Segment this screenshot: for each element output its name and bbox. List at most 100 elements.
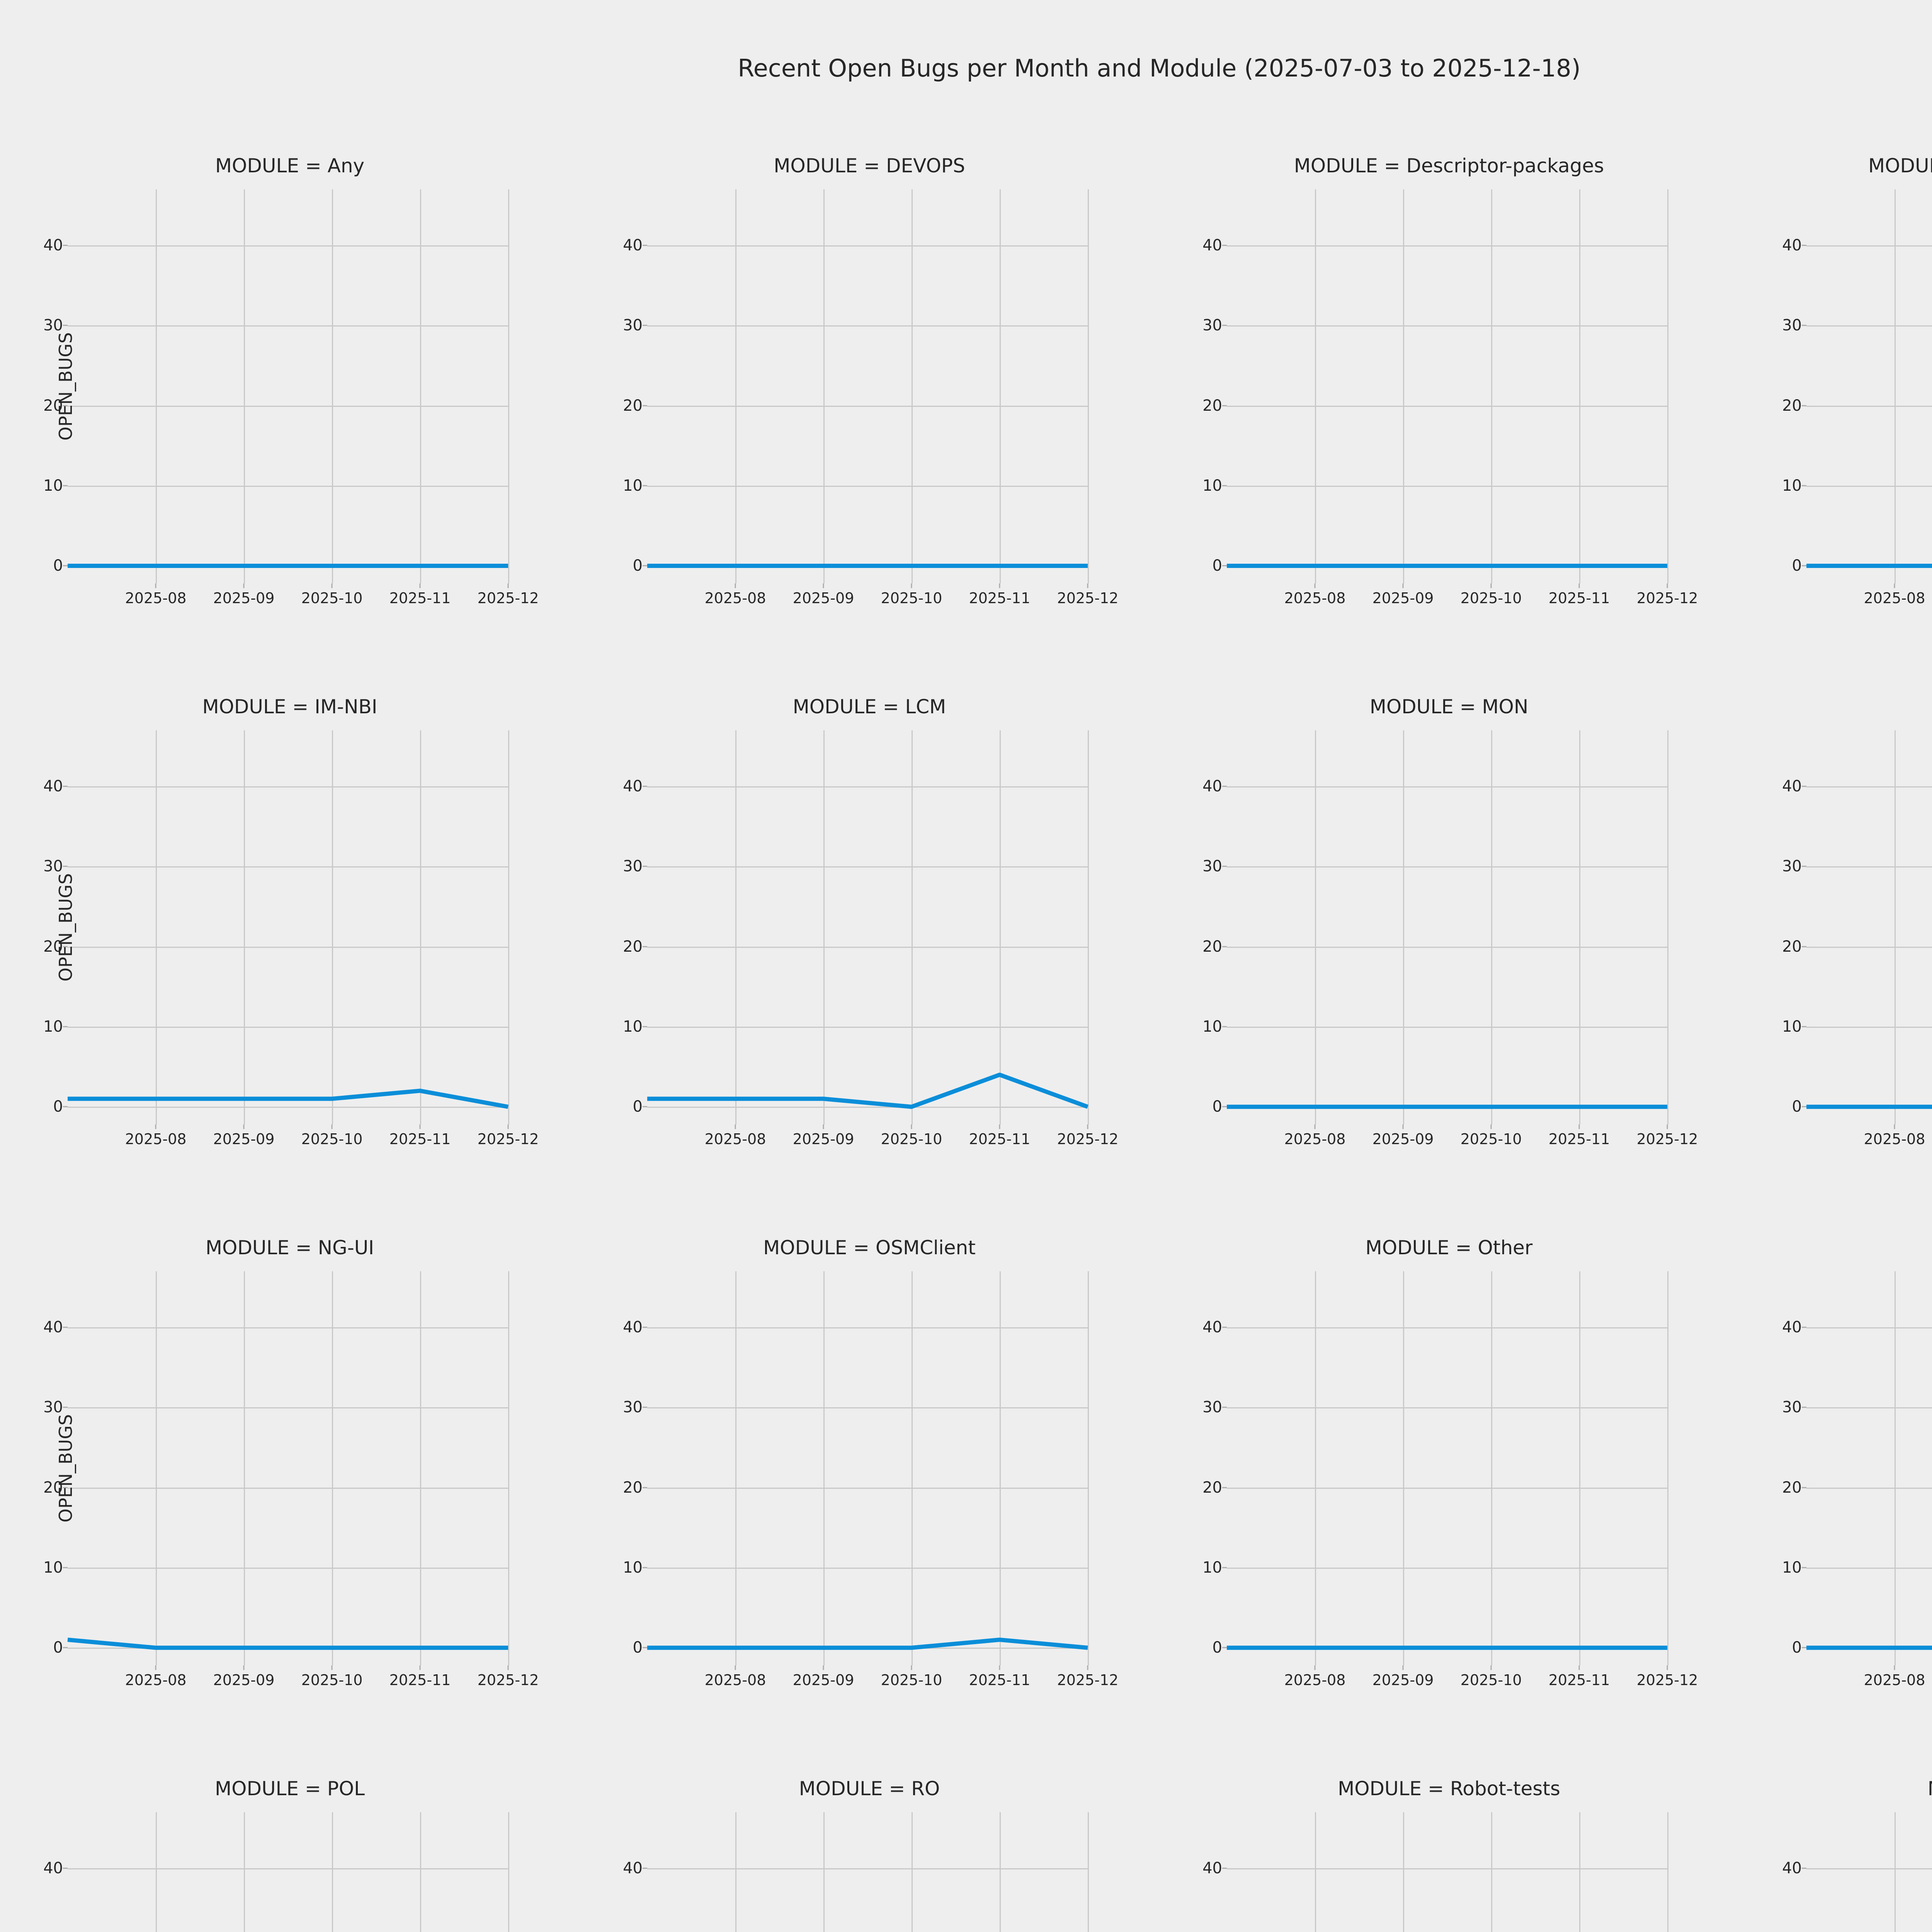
plot-axes: 0102030402025-082025-092025-102025-11202… (1202, 1812, 1668, 1932)
y-tick-label: 40 (1202, 1318, 1222, 1337)
y-tick-label: 10 (43, 477, 63, 495)
y-tick-label: 30 (1202, 857, 1222, 876)
facet-title: MODULE = Unknown (1739, 1777, 1932, 1800)
series-line-group (68, 189, 508, 583)
y-tick-mark (1222, 1487, 1227, 1488)
series-line-group (1806, 189, 1932, 583)
x-tick-mark (1578, 583, 1580, 588)
gridline-vertical (1579, 1812, 1580, 1932)
facet-documentation-wiki: MODULE = Documentation / Wiki 0 10 20 30 40 20… (1739, 151, 1932, 692)
x-tick-label: 2025-12 (477, 1131, 539, 1148)
gridline-vertical (735, 730, 736, 1124)
gridline-horizontal (68, 486, 508, 487)
gridline-vertical (823, 1271, 825, 1665)
y-tick-label: 20 (1782, 937, 1802, 956)
facet-title: MODULE = Documentation / Wiki (1868, 155, 1932, 177)
facet-ro: MODULE = RO 0102030402025-082025-092025-1… (580, 1774, 1159, 1932)
y-tick-mark (643, 325, 647, 326)
series-line-group (1227, 189, 1667, 583)
y-tick-label: 30 (1782, 857, 1802, 876)
series-line-group (1227, 1812, 1667, 1932)
series-line-group (647, 1812, 1088, 1932)
gridline-vertical (1000, 189, 1001, 583)
x-tick-mark (1402, 1665, 1404, 1670)
y-tick-mark (643, 866, 647, 867)
y-tick-label: 40 (623, 1318, 643, 1337)
gridline-vertical (1088, 1271, 1089, 1665)
y-tick-mark (1222, 405, 1227, 406)
x-tick-mark (823, 1124, 824, 1129)
x-tick-label: 2025-08 (704, 590, 766, 607)
y-tick-mark (1222, 245, 1227, 246)
y-tick-label: 20 (1782, 1478, 1802, 1497)
x-tick-label: 2025-12 (477, 590, 539, 607)
y-tick-label: 10 (623, 1559, 643, 1577)
x-tick-mark (1087, 1124, 1088, 1129)
y-tick-label: 30 (623, 857, 643, 876)
y-tick-label: 30 (43, 1398, 63, 1417)
x-tick-mark (1667, 1665, 1668, 1670)
y-tick-label: 20 (623, 937, 643, 956)
x-tick-label: 2025-11 (1548, 590, 1610, 607)
facet-title: MODULE = N2VC (1739, 696, 1932, 718)
facet-im-nbi: MODULE = IM-NBI 0 10 20 30 40 2025-08 2025-09 20… (0, 692, 580, 1233)
series-line-group (68, 730, 508, 1124)
plot-axes: 0102030402025-082025-092025-102025-11202… (1782, 1271, 1932, 1689)
x-tick-label: 2025-08 (1864, 1672, 1925, 1689)
x-tick-label: 2025-10 (1460, 590, 1522, 607)
x-tick-label: 2025-09 (1372, 1131, 1434, 1148)
y-tick-label: 0 (53, 1639, 63, 1657)
gridline-vertical (1895, 730, 1896, 1124)
x-tick-mark (507, 1665, 509, 1670)
x-tick-mark (1894, 1665, 1895, 1670)
y-tick-mark (63, 1867, 68, 1869)
gridline-vertical (1403, 189, 1404, 583)
y-tick-mark (63, 1487, 68, 1488)
series-line-group (1227, 730, 1667, 1124)
facet-robot-tests: MODULE = Robot-tests 0102030402025-082025… (1159, 1774, 1739, 1932)
y-tick-mark (1802, 1567, 1806, 1568)
series-line (647, 1075, 1088, 1107)
y-tick-label: 40 (1782, 1859, 1802, 1878)
y-tick-mark (1802, 946, 1806, 947)
x-tick-label: 2025-12 (477, 1672, 539, 1689)
y-tick-mark (63, 1406, 68, 1408)
gridline-vertical (156, 1812, 157, 1932)
gridline-horizontal (68, 1487, 508, 1489)
y-tick-mark (643, 565, 647, 566)
gridline-horizontal (647, 1568, 1088, 1569)
x-tick-label: 2025-11 (389, 1672, 451, 1689)
y-tick-mark (63, 866, 68, 867)
x-tick-label: 2025-08 (1284, 590, 1346, 607)
y-tick-label: 0 (633, 557, 643, 575)
y-tick-mark (643, 1026, 647, 1027)
y-tick-label: 30 (43, 857, 63, 876)
gridline-horizontal (68, 1327, 508, 1329)
x-tick-label: 2025-11 (969, 1131, 1031, 1148)
gridline-horizontal (68, 405, 508, 407)
y-tick-mark (1802, 1487, 1806, 1488)
x-tick-mark (735, 583, 736, 588)
x-tick-mark (911, 583, 912, 588)
y-tick-label: 30 (43, 316, 63, 335)
y-tick-label: 10 (1782, 1018, 1802, 1036)
y-tick-label: 0 (633, 1098, 643, 1116)
gridline-vertical (1895, 189, 1896, 583)
x-tick-label: 2025-10 (1460, 1672, 1522, 1689)
y-tick-mark (63, 1567, 68, 1568)
x-tick-mark (823, 583, 824, 588)
x-tick-label: 2025-10 (881, 1672, 942, 1689)
gridline-horizontal (1806, 245, 1932, 247)
gridline-horizontal (1227, 786, 1667, 788)
x-tick-label: 2025-10 (301, 590, 363, 607)
y-tick-mark (63, 245, 68, 246)
gridline-horizontal (647, 1407, 1088, 1409)
gridline-vertical (823, 189, 825, 583)
gridline-horizontal (647, 866, 1088, 868)
x-tick-mark (243, 583, 245, 588)
gridline-vertical (508, 189, 509, 583)
x-tick-mark (1667, 1124, 1668, 1129)
